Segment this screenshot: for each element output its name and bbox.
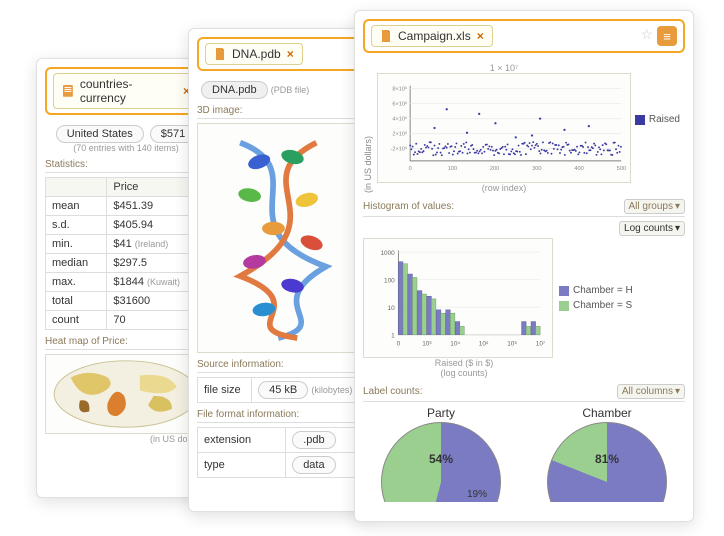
file-tab[interactable]: Campaign.xls × [371,25,493,47]
svg-text:-2×10⁶: -2×10⁶ [390,146,407,153]
star-icon[interactable]: ☆ [640,26,653,46]
svg-text:400: 400 [574,166,583,172]
svg-text:0: 0 [409,166,412,172]
section-format: File format information: [197,409,369,423]
svg-text:1: 1 [391,332,395,339]
card-campaign: Campaign.xls × ☆ ≡ (in US dollars) 1 × 1… [354,10,694,522]
hist-title: Histogram of values: All groups▾ [363,199,685,217]
svg-text:6×10⁶: 6×10⁶ [392,100,407,107]
stats-table: Price mean$451.39 s.d.$405.94 min.$41 (I… [45,177,207,330]
section-3d: 3D image: [197,105,369,119]
svg-text:8×10⁶: 8×10⁶ [392,85,407,92]
tab-bar: DNA.pdb × [197,37,369,71]
svg-text:100: 100 [384,277,395,284]
svg-text:10³: 10³ [422,341,432,348]
close-icon[interactable]: × [477,29,484,43]
scatter-legend: Raised [635,114,680,125]
source-note: (kilobytes) [311,385,352,395]
columns-dropdown[interactable]: All columns▾ [617,384,685,399]
chevron-down-icon: ▾ [675,386,680,397]
file-chip[interactable]: DNA.pdb [201,81,268,99]
file-tab[interactable]: DNA.pdb × [205,43,303,65]
pie-chart: Chamber 81% [547,406,667,502]
stats-title: Statistics: [45,159,207,173]
pie-title: Label counts: All columns▾ [363,384,685,402]
dna-3d-image [197,123,369,353]
table-row-k: min. [46,235,107,254]
groups-dropdown[interactable]: All groups▾ [624,199,686,214]
source-k: file size [198,378,252,403]
scatter-ylabel: (in US dollars) [363,63,373,193]
log-dropdown[interactable]: Log counts▾ [619,221,685,236]
source-v: 45 kB [258,381,308,399]
table-row-k: median [46,254,107,273]
summary-note: (70 entries with 140 items) [45,143,207,153]
pie-row: Party 54% 19% Chamber 81% [363,406,685,502]
file-chip-note: (PDB file) [271,85,310,95]
tab-label: countries-currency [80,77,177,105]
histogram-chart: 1 10 100 1000 0 10³ 10⁴ 10⁵ 10⁶ 10⁷ [363,238,553,358]
scatter-chart: 8×10⁶ 6×10⁶ 4×10⁶ 2×10⁶ -2×10⁶ 0 100 200 300 400 5… [377,73,631,183]
file-tab[interactable]: countries-currency × [53,73,199,109]
source-table: file size 45 kB (kilobytes) [197,377,369,403]
table-row-k: extension [198,428,286,453]
file-chip-label: DNA.pdb [212,84,257,96]
table-row-k: mean [46,197,107,216]
menu-button[interactable]: ≡ [657,26,677,46]
table-row-k: type [198,453,286,478]
svg-text:10⁷: 10⁷ [536,341,546,348]
svg-text:0: 0 [397,341,401,348]
svg-text:100: 100 [448,166,457,172]
scatter-ytop: 1 × 10⁷ [377,63,631,73]
chevron-down-icon: ▾ [675,201,680,212]
close-icon[interactable]: × [287,47,294,61]
legend-item: Chamber = H [559,285,633,296]
legend-item: Chamber = S [559,300,633,311]
hist-legend: Chamber = H Chamber = S [559,285,633,311]
table-row-k: max. [46,273,107,292]
svg-text:300: 300 [532,166,541,172]
file-icon [62,84,74,98]
svg-text:1000: 1000 [380,250,395,257]
svg-text:10: 10 [388,305,396,312]
footer-note: (in US dollars) [45,434,207,444]
tab-bar: Campaign.xls × ☆ ≡ [363,19,685,53]
svg-text:10⁵: 10⁵ [479,341,489,348]
scatter-xlabel: (row index) [377,183,631,193]
svg-text:10⁴: 10⁴ [450,341,460,348]
table-row-k: s.d. [46,216,107,235]
table-row-k: count [46,311,107,330]
table-row-k: total [46,292,107,311]
hist-xlabel-bot: (log counts) [243,368,685,378]
heatmap-chart [45,354,207,434]
tab-label: Campaign.xls [398,29,471,43]
chevron-down-icon: ▾ [675,223,680,234]
tab-bar: countries-currency × [45,67,207,115]
heatmap-title: Heat map of Price: [45,336,207,350]
svg-text:10⁶: 10⁶ [507,341,517,348]
card-dna: DNA.pdb × DNA.pdb (PDB file) 3D image: [188,28,378,512]
file-icon [214,47,226,61]
pie-chart: Party 54% 19% [381,406,501,502]
svg-text:500: 500 [617,166,626,172]
hist-xlabel-top: Raised ($ in $) [243,358,685,368]
svg-text:4×10⁶: 4×10⁶ [392,115,407,122]
tab-label: DNA.pdb [232,47,281,61]
format-table: extension.pdbtypedata [197,427,369,478]
svg-text:200: 200 [490,166,499,172]
svg-text:2×10⁶: 2×10⁶ [392,131,407,138]
file-icon [380,29,392,43]
row-country: United States [56,125,144,143]
